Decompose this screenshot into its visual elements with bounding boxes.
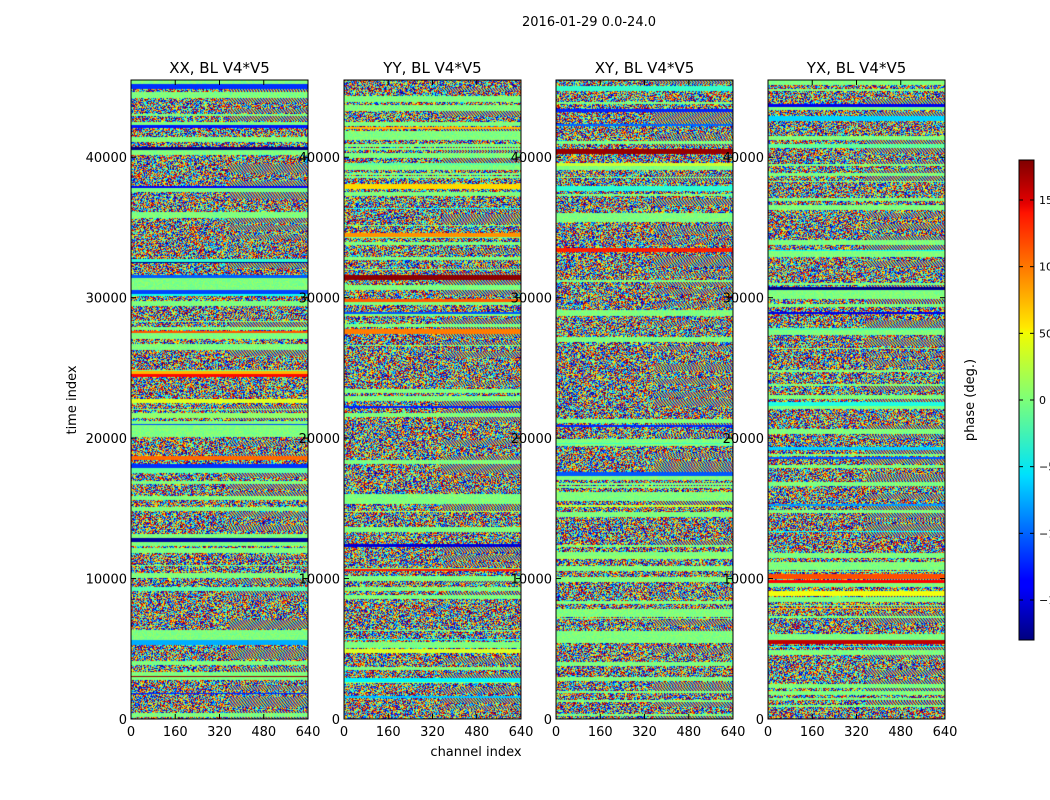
panel-title: XX, BL V4*V5	[169, 59, 270, 77]
colorbar-tick-label: −50	[1039, 461, 1050, 474]
panel-xy: XY, BL V4*V5 0 160 320 480 640 0 10000 20000 3000…	[511, 59, 746, 740]
y-tick-label: 0	[119, 713, 127, 728]
x-tick-label: 320	[844, 725, 869, 740]
heatmap-image	[344, 80, 521, 719]
panel-title: YX, BL V4*V5	[806, 59, 907, 77]
x-tick-label: 160	[800, 725, 825, 740]
x-tick-label: 0	[127, 725, 135, 740]
y-tick-label: 40000	[299, 151, 340, 166]
y-tick-label: 20000	[723, 432, 764, 447]
panel-xx: XX, BL V4*V5 0 160 320 480 640 0 10000 20000 3000…	[86, 59, 321, 740]
x-tick-label: 160	[163, 725, 188, 740]
x-tick-label: 320	[632, 725, 657, 740]
panel-yy: YY, BL V4*V5 0 160 320 480 640 0 10000 20000 3000…	[299, 59, 534, 740]
heatmap-image	[768, 80, 945, 719]
x-tick-label: 160	[376, 725, 401, 740]
y-axis-label: time index	[65, 365, 80, 434]
y-tick-label: 40000	[511, 151, 552, 166]
colorbar-tick-label: 50	[1039, 327, 1050, 340]
x-axis-label: channel index	[430, 745, 521, 760]
x-tick-label: 0	[552, 725, 560, 740]
y-tick-label: 0	[332, 713, 340, 728]
x-tick-label: 640	[933, 725, 958, 740]
y-tick-label: 10000	[511, 573, 552, 588]
y-tick-label: 40000	[723, 151, 764, 166]
y-tick-label: 10000	[723, 573, 764, 588]
y-tick-label: 20000	[86, 432, 127, 447]
x-tick-label: 480	[888, 725, 913, 740]
y-tick-label: 40000	[86, 151, 127, 166]
y-tick-label: 30000	[299, 292, 340, 307]
y-tick-label: 0	[756, 713, 764, 728]
panel-title: XY, BL V4*V5	[595, 59, 695, 77]
x-tick-label: 480	[464, 725, 489, 740]
x-tick-label: 0	[340, 725, 348, 740]
x-tick-label: 640	[296, 725, 321, 740]
colorbar-tick-label: −100	[1039, 527, 1050, 540]
x-tick-label: 0	[764, 725, 772, 740]
x-tick-label: 320	[207, 725, 232, 740]
x-tick-label: 160	[588, 725, 613, 740]
y-tick-label: 20000	[299, 432, 340, 447]
colorbar: −150 −100 −50 0 50 100 150 phase (deg.)	[963, 159, 1050, 641]
y-tick-label: 30000	[511, 292, 552, 307]
panel-yx: YX, BL V4*V5 0 160 320 480 640 0 10000 20000 3000…	[723, 59, 958, 740]
x-tick-label: 640	[721, 725, 746, 740]
y-tick-label: 20000	[511, 432, 552, 447]
panel-title: YY, BL V4*V5	[382, 59, 481, 77]
x-tick-label: 480	[676, 725, 701, 740]
x-tick-label: 480	[251, 725, 276, 740]
colorbar-label: phase (deg.)	[963, 359, 978, 441]
x-tick-label: 640	[509, 725, 534, 740]
colorbar-tick-label: 0	[1039, 394, 1046, 407]
colorbar-tick-label: 150	[1039, 194, 1050, 207]
y-tick-label: 30000	[86, 292, 127, 307]
heatmap-image	[556, 80, 733, 719]
x-tick-label: 320	[420, 725, 445, 740]
colorbar-tick-label: −150	[1039, 594, 1050, 607]
y-tick-label: 10000	[299, 573, 340, 588]
y-tick-label: 30000	[723, 292, 764, 307]
colorbar-tick-label: 100	[1039, 261, 1050, 274]
y-tick-label: 10000	[86, 573, 127, 588]
y-tick-label: 0	[544, 713, 552, 728]
figure-suptitle: 2016-01-29 0.0-24.0	[522, 15, 656, 30]
heatmap-image	[131, 80, 308, 719]
